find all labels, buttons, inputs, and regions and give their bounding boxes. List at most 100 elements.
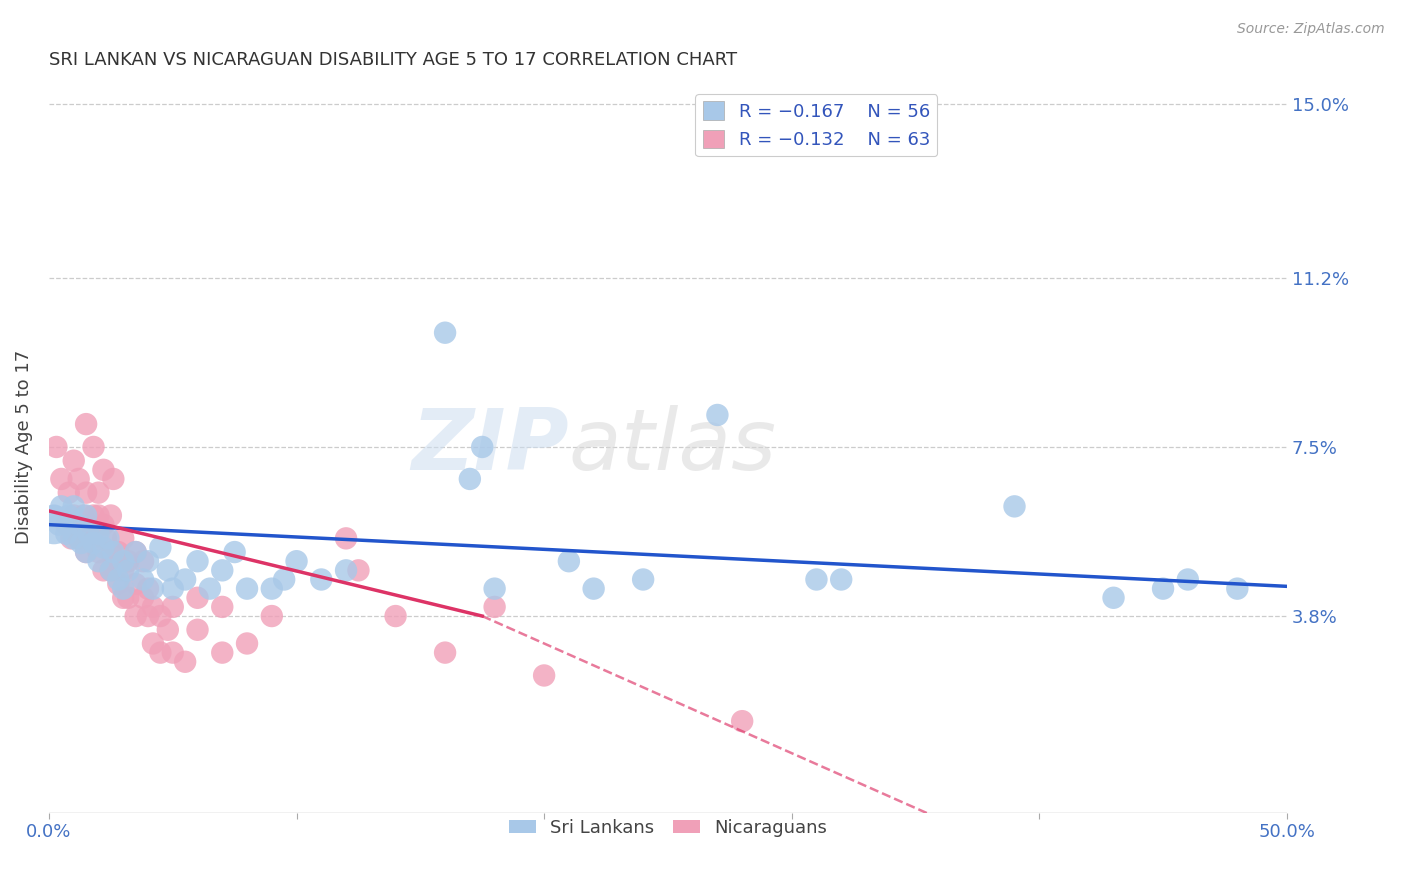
Point — [149, 541, 172, 555]
Point — [1226, 582, 1249, 596]
Point — [75, 508, 97, 523]
Point — [87, 554, 110, 568]
Point — [142, 582, 165, 596]
Point — [162, 599, 184, 614]
Point — [260, 582, 283, 596]
Point — [67, 532, 90, 546]
Point — [83, 536, 105, 550]
Point — [211, 646, 233, 660]
Point — [93, 463, 115, 477]
Point — [211, 599, 233, 614]
Point — [77, 526, 100, 541]
Point — [484, 582, 506, 596]
Point — [112, 582, 135, 596]
Point — [1004, 500, 1026, 514]
Point — [558, 554, 581, 568]
Point — [174, 655, 197, 669]
Point — [94, 532, 117, 546]
Point — [103, 545, 125, 559]
Point — [93, 541, 115, 555]
Point — [42, 508, 65, 523]
Point — [97, 532, 120, 546]
Point — [112, 563, 135, 577]
Point — [51, 500, 73, 514]
Point — [533, 668, 555, 682]
Point — [55, 526, 77, 541]
Point — [75, 485, 97, 500]
Point — [62, 453, 84, 467]
Legend: Sri Lankans, Nicaraguans: Sri Lankans, Nicaraguans — [502, 812, 834, 844]
Point — [174, 573, 197, 587]
Point — [149, 646, 172, 660]
Point — [100, 563, 122, 577]
Point — [1102, 591, 1125, 605]
Text: atlas: atlas — [569, 406, 778, 489]
Point — [311, 573, 333, 587]
Point — [434, 646, 457, 660]
Point — [117, 563, 139, 577]
Point — [285, 554, 308, 568]
Point — [75, 417, 97, 431]
Point — [93, 563, 115, 577]
Point — [186, 623, 208, 637]
Point — [156, 623, 179, 637]
Point — [67, 517, 90, 532]
Point — [142, 636, 165, 650]
Point — [72, 508, 94, 523]
Point — [582, 582, 605, 596]
Point — [124, 577, 146, 591]
Text: Source: ZipAtlas.com: Source: ZipAtlas.com — [1237, 22, 1385, 37]
Point — [62, 500, 84, 514]
Point — [162, 646, 184, 660]
Point — [347, 563, 370, 577]
Point — [124, 609, 146, 624]
Point — [1177, 573, 1199, 587]
Point — [484, 599, 506, 614]
Point — [42, 517, 65, 532]
Point — [60, 532, 83, 546]
Point — [100, 545, 122, 559]
Point — [87, 485, 110, 500]
Point — [142, 599, 165, 614]
Point — [107, 577, 129, 591]
Point — [186, 554, 208, 568]
Point — [731, 714, 754, 728]
Point — [100, 563, 122, 577]
Point — [83, 440, 105, 454]
Point — [1152, 582, 1174, 596]
Point — [198, 582, 221, 596]
Point — [236, 582, 259, 596]
Point — [107, 545, 129, 559]
Point — [80, 532, 103, 546]
Point — [132, 591, 155, 605]
Point — [384, 609, 406, 624]
Text: ZIP: ZIP — [411, 406, 569, 489]
Point — [273, 573, 295, 587]
Point — [156, 563, 179, 577]
Point — [124, 545, 146, 559]
Point — [75, 545, 97, 559]
Point — [186, 591, 208, 605]
Point — [87, 526, 110, 541]
Point — [62, 508, 84, 523]
Point — [260, 609, 283, 624]
Point — [132, 573, 155, 587]
Point — [112, 554, 135, 568]
Point — [112, 532, 135, 546]
Point — [117, 591, 139, 605]
Point — [77, 517, 100, 532]
Point — [136, 554, 159, 568]
Point — [830, 573, 852, 587]
Point — [107, 573, 129, 587]
Point — [93, 517, 115, 532]
Point — [58, 508, 80, 523]
Point — [211, 563, 233, 577]
Point — [70, 536, 93, 550]
Point — [434, 326, 457, 340]
Point — [48, 517, 70, 532]
Point — [45, 440, 67, 454]
Point — [100, 508, 122, 523]
Point — [58, 485, 80, 500]
Point — [124, 545, 146, 559]
Point — [62, 532, 84, 546]
